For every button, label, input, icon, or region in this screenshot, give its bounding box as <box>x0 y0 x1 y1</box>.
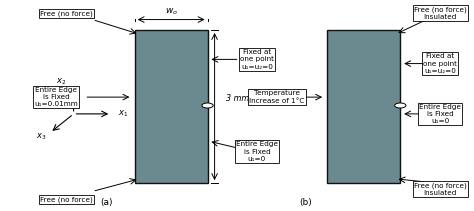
Text: Free (no force): Free (no force) <box>40 10 93 16</box>
Text: Entire Edge
is Fixed
u₁=0.01mm: Entire Edge is Fixed u₁=0.01mm <box>34 87 78 107</box>
Text: Fixed at
one point
u₁=u₂=0: Fixed at one point u₁=u₂=0 <box>423 53 457 74</box>
Text: $w_o$: $w_o$ <box>164 7 178 18</box>
Text: Fixed at
one point
u₁=u₂=0: Fixed at one point u₁=u₂=0 <box>240 49 274 70</box>
Circle shape <box>395 103 406 108</box>
Text: 3 mm: 3 mm <box>227 94 249 103</box>
Text: Free (no force): Free (no force) <box>40 197 93 203</box>
Text: Entire Edge
is Fixed
u₁=0: Entire Edge is Fixed u₁=0 <box>419 104 461 124</box>
Text: (a): (a) <box>100 199 113 207</box>
Text: $x_3$: $x_3$ <box>36 132 46 142</box>
Text: Entire Edge
is Fixed
u₁=0: Entire Edge is Fixed u₁=0 <box>236 141 278 162</box>
Bar <box>135 30 208 183</box>
Text: $x_1$: $x_1$ <box>118 109 128 119</box>
Text: Temperature
Increase of 1°C: Temperature Increase of 1°C <box>249 91 305 104</box>
Circle shape <box>202 103 213 108</box>
Text: (b): (b) <box>299 199 312 207</box>
Text: $x_2$: $x_2$ <box>56 76 66 87</box>
Bar <box>328 30 400 183</box>
Text: Free (no force)
Insulated: Free (no force) Insulated <box>414 6 466 20</box>
Text: Free (no force)
Insulated: Free (no force) Insulated <box>414 183 466 196</box>
